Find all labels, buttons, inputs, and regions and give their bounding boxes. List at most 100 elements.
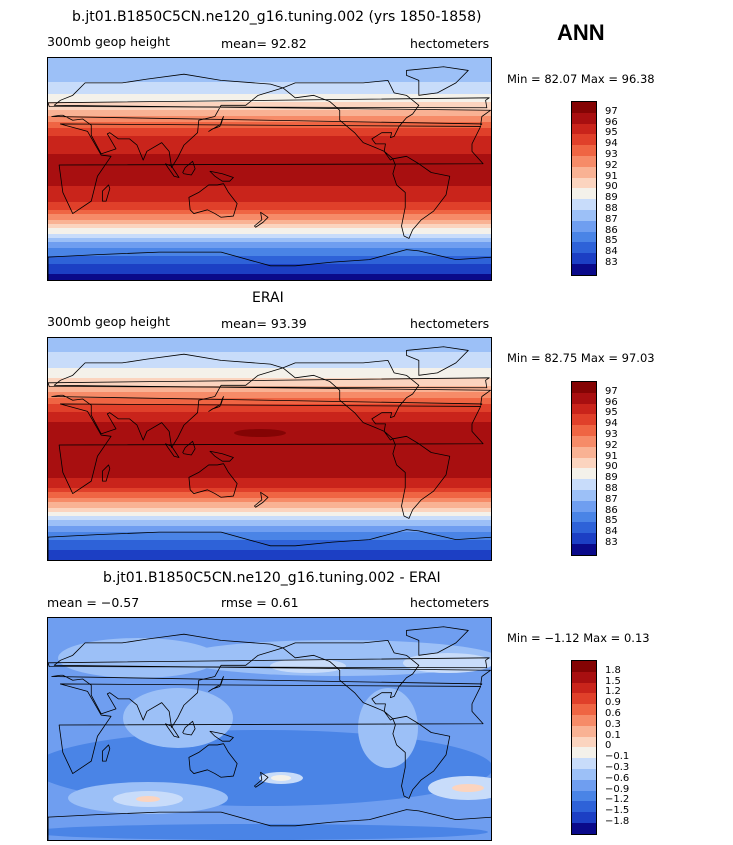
heatmap-band: [48, 190, 491, 193]
colorbar-tick-label: −1.8: [605, 816, 630, 827]
heatmap-band: [48, 466, 491, 469]
heatmap-band: [48, 96, 491, 99]
heatmap-band: [48, 486, 491, 489]
heatmap-band: [48, 504, 491, 507]
heatmap-band: [48, 222, 491, 225]
heatmap-band: [48, 232, 491, 235]
heatmap-band: [48, 84, 491, 87]
heatmap-band: [48, 478, 491, 481]
heatmap-band: [48, 532, 491, 535]
heatmap-band: [48, 202, 491, 205]
panel2-units-label: hectometers: [410, 316, 490, 331]
colorbar-swatches: [571, 381, 597, 556]
heatmap-band: [48, 104, 491, 107]
heatmap-band: [48, 364, 491, 367]
heatmap-band: [48, 72, 491, 75]
heatmap-band: [48, 214, 491, 217]
heatmap-band: [48, 144, 491, 147]
colorbar-swatch: [572, 425, 596, 436]
difference-anomaly: [48, 824, 488, 840]
heatmap-band: [48, 458, 491, 461]
colorbar-swatch: [572, 790, 596, 802]
heatmap-band: [48, 196, 491, 199]
heatmap-band: [48, 274, 491, 277]
panel1-map: [47, 57, 492, 281]
colorbar-tick-label: 88: [605, 203, 618, 214]
heatmap-band: [48, 220, 491, 223]
heatmap-band: [48, 508, 491, 511]
heatmap-band: [48, 518, 491, 521]
heatmap-band: [48, 450, 491, 453]
heatmap-band: [48, 406, 491, 409]
heatmap-band: [48, 100, 491, 103]
heatmap-band: [48, 194, 491, 197]
heatmap-band: [48, 212, 491, 215]
heatmap-band: [48, 176, 491, 179]
heatmap-band: [48, 62, 491, 65]
colorbar-tick-label: −0.1: [605, 751, 630, 763]
heatmap-band: [48, 420, 491, 423]
coastlines: [48, 346, 491, 560]
heatmap-band: [48, 428, 491, 431]
heatmap-band: [48, 114, 491, 117]
heatmap-band: [48, 226, 491, 229]
colorbar-tick-label: 84: [605, 526, 618, 538]
colorbar-tick-label: 87: [605, 213, 618, 225]
heatmap-band: [48, 556, 491, 559]
heatmap-band: [48, 58, 491, 61]
heatmap-band: [48, 378, 491, 381]
heatmap-band: [48, 174, 491, 177]
colorbar-swatch: [572, 511, 596, 523]
heatmap-band: [48, 160, 491, 163]
colorbar-swatch: [572, 661, 596, 672]
heatmap-band: [48, 380, 491, 383]
colorbar-tick-label: 83: [605, 257, 618, 268]
heatmap-band: [48, 266, 491, 269]
heatmap-band: [48, 492, 491, 495]
heatmap-band: [48, 272, 491, 275]
colorbar-tick-label: 91: [605, 450, 618, 462]
colorbar-tick-label: 88: [605, 483, 618, 494]
panel1-units-label: hectometers: [410, 36, 490, 51]
heatmap-band: [48, 522, 491, 525]
colorbar-swatch: [572, 177, 596, 189]
heatmap-band: [48, 540, 491, 543]
heatmap-band: [48, 360, 491, 363]
heatmap-band: [48, 388, 491, 391]
colorbar-swatch: [572, 500, 596, 512]
heatmap-max-patch: [234, 429, 286, 437]
colorbar-tick-label: 92: [605, 439, 618, 451]
heatmap-band: [48, 560, 492, 561]
colorbar-tick-label: 97: [605, 385, 618, 397]
colorbar-swatches: [571, 101, 597, 276]
heatmap-band: [48, 530, 491, 533]
heatmap-band: [48, 384, 491, 387]
heatmap-band: [48, 338, 491, 341]
heatmap-band: [48, 102, 491, 105]
heatmap-band: [48, 368, 491, 371]
colorbar-swatches: [571, 660, 597, 835]
heatmap-band: [48, 512, 491, 515]
heatmap-band: [48, 498, 491, 501]
colorbar-swatch: [572, 414, 596, 426]
difference-anomaly: [123, 688, 233, 748]
colorbar-swatch: [572, 468, 596, 480]
heatmap-band: [48, 476, 491, 479]
heatmap-band: [48, 206, 491, 209]
heatmap-band: [48, 128, 491, 131]
heatmap-band: [48, 110, 491, 113]
colorbar-tick-label: 85: [605, 235, 618, 247]
colorbar-swatch: [572, 779, 596, 791]
heatmap-band: [48, 120, 491, 123]
heatmap-band: [48, 526, 491, 529]
colorbar-tick-label: 1.5: [605, 675, 621, 687]
heatmap-band: [48, 462, 491, 465]
heatmap-band: [48, 548, 491, 551]
heatmap-band: [48, 64, 491, 67]
heatmap-band: [48, 268, 491, 271]
panel2-variable-label: 300mb geop height: [47, 314, 170, 329]
colorbar-tick-label: −1.2: [605, 794, 630, 806]
heatmap-band: [48, 414, 491, 417]
heatmap-band: [48, 468, 491, 471]
colorbar-tick-label: 97: [605, 105, 618, 117]
